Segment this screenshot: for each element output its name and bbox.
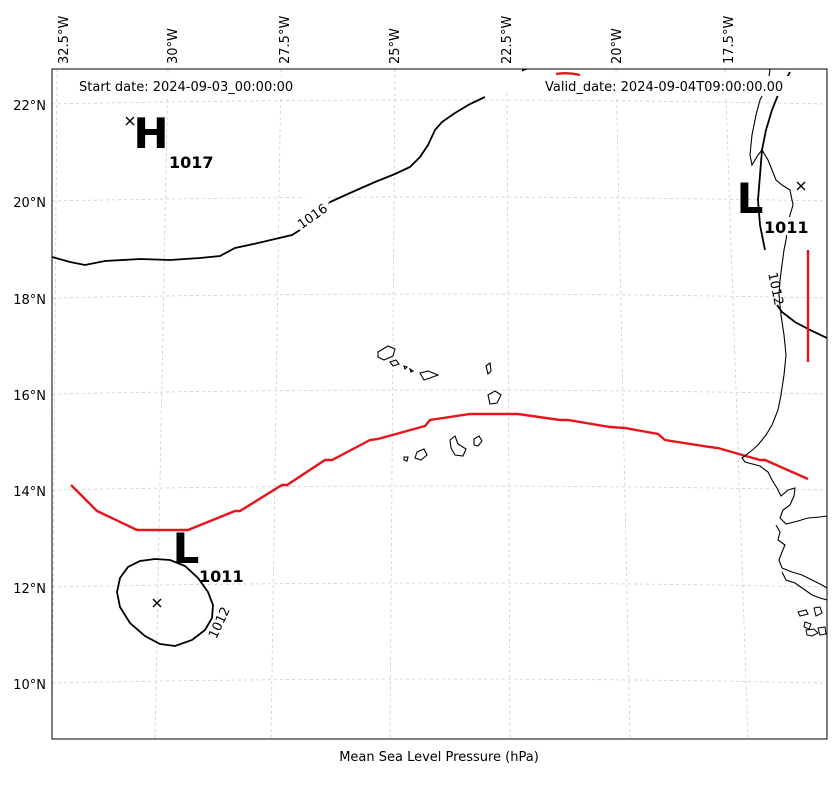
isobar-gap xyxy=(482,69,522,92)
meridian-grid xyxy=(52,69,749,739)
lat-tick-label: 20°N xyxy=(13,196,46,211)
lat-tick-label: 12°N xyxy=(13,582,46,597)
low-east-value-bg xyxy=(763,217,807,235)
valid-date-label: Valid_date: 2024-09-04T09:00:00.00 xyxy=(545,80,783,95)
lat-tick-label: 14°N xyxy=(13,485,46,500)
lon-tick-label: 20°W xyxy=(610,28,625,64)
high-center-x-icon xyxy=(125,116,135,126)
map-frame xyxy=(51,68,828,740)
low-east-center-x-icon xyxy=(796,181,806,191)
low-southwest-value: 1011 xyxy=(199,567,244,586)
lat-tick-label: 22°N xyxy=(13,99,46,114)
isobar-1012-southwest-line xyxy=(116,558,214,647)
valid-label-bg xyxy=(535,76,815,96)
lat-tick-label: 10°N xyxy=(13,678,46,693)
high-symbol: H xyxy=(133,109,168,158)
latitude-tick-labels: 22°N 20°N 18°N 16°N 14°N 12°N 10°N xyxy=(13,99,46,693)
trough-line xyxy=(70,412,809,532)
lon-tick-label: 22.5°W xyxy=(500,16,515,64)
lon-tick-label: 32.5°W xyxy=(57,16,72,64)
low-southwest-symbol: L xyxy=(173,524,200,573)
start-label-bg xyxy=(60,76,320,96)
high-value: 1017 xyxy=(169,153,214,172)
isobar-label-1012-east: 1012 xyxy=(764,271,786,306)
longitude-tick-labels: 32.5°W 30°W 27.5°W 25°W 22.5°W 20°W 17.5… xyxy=(57,16,737,64)
map-area xyxy=(52,69,827,739)
trough-line-top xyxy=(555,72,581,77)
low-east-symbol: L xyxy=(737,174,764,223)
lon-tick-label: 25°W xyxy=(388,28,403,64)
pressure-center-markers xyxy=(125,116,806,608)
low-southwest-center-x-icon xyxy=(152,598,162,608)
x-axis-label: Mean Sea Level Pressure (hPa) xyxy=(339,750,539,765)
bijagos-islands xyxy=(797,606,827,637)
lon-tick-label: 17.5°W xyxy=(722,16,737,64)
isobar-label-bg xyxy=(286,187,330,226)
parallel-grid xyxy=(52,99,827,684)
lat-tick-label: 16°N xyxy=(13,389,46,404)
lon-tick-label: 30°W xyxy=(166,28,181,64)
africa-coastline xyxy=(741,69,827,601)
lat-tick-label: 18°N xyxy=(13,293,46,308)
lon-tick-label: 27.5°W xyxy=(278,16,293,64)
start-date-label: Start date: 2024-09-03_00:00:00 xyxy=(79,80,293,95)
cape-verde-islands xyxy=(377,345,502,462)
low-east-value: 1011 xyxy=(764,218,809,237)
